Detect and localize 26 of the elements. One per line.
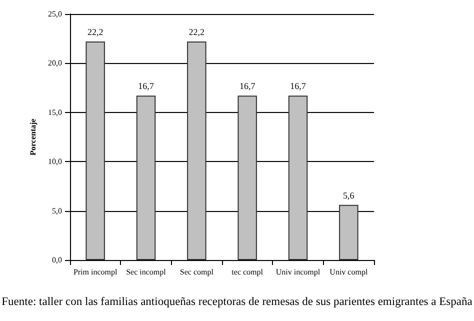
y-tick-label: 15,0 [48,108,62,117]
data-label: 16,7 [290,81,306,92]
data-label: 22,2 [87,27,104,38]
x-tick-label: Sec compl [180,268,214,276]
x-tick-label: Sec incompl [126,268,167,276]
bar [136,96,156,260]
bar [86,42,105,260]
y-tick-label: 0,0 [52,256,62,264]
data-label: 22,2 [188,27,205,38]
bar [238,96,257,260]
bar [339,204,358,260]
bar [288,96,308,260]
data-label: 16,7 [239,81,256,92]
y-tick-label: 10,0 [48,157,62,166]
y-tick-label: 5,0 [52,206,62,216]
x-tick-label: tec compl [232,268,264,276]
x-tick-label: Univ incompl [276,268,321,276]
data-label: 16,7 [138,81,154,92]
y-tick-label: 20,0 [48,58,62,68]
y-tick-label: 25,0 [48,10,62,18]
x-tick-label: Prim incompl [73,268,118,276]
source-note: Fuente: taller con las familias antioqueñas receptoras de remesas de sus parientes emigrantes a España [0,296,474,308]
x-tick-label: Univ compl [330,268,368,276]
y-axis-title: Porcentaje [28,118,38,156]
bar [187,42,206,260]
data-label: 5,6 [343,190,355,200]
